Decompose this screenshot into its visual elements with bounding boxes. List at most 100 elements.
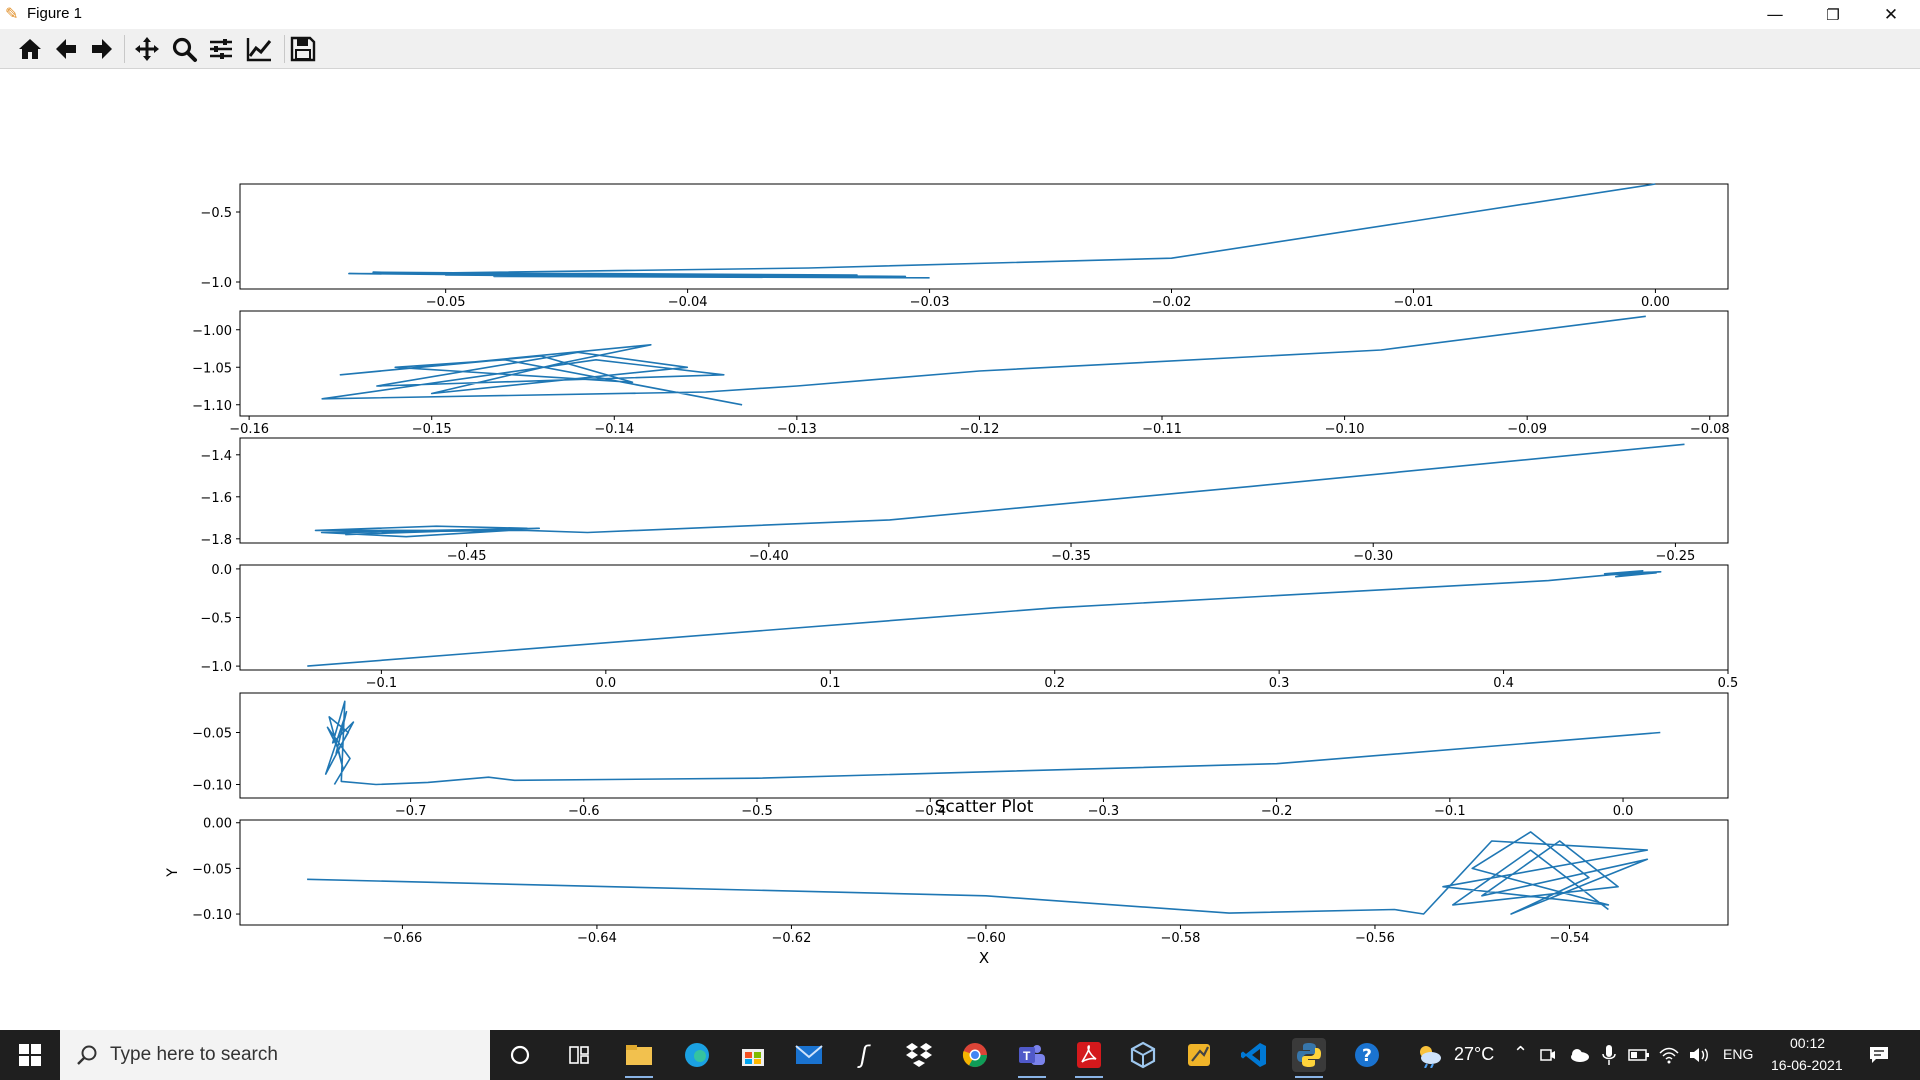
task-view-icon[interactable] <box>562 1038 596 1072</box>
x-tick-label: 0.2 <box>1044 676 1065 691</box>
restore-button[interactable]: ❐ <box>1826 5 1840 24</box>
x-tick-label: −0.2 <box>1261 804 1293 819</box>
weather-temperature[interactable]: 27°C <box>1454 1044 1495 1064</box>
y-tick-label: 0.00 <box>203 817 232 832</box>
axes-1-frame[interactable] <box>239 183 1729 290</box>
x-tick-label: −0.4 <box>914 804 946 819</box>
axes-3-frame[interactable] <box>239 437 1729 544</box>
svg-text:T: T <box>1023 1049 1031 1063</box>
dropbox-icon[interactable] <box>902 1038 936 1072</box>
x-tick-label: −0.10 <box>1325 422 1365 437</box>
x-tick-label: −0.3 <box>1088 804 1120 819</box>
minimize-button[interactable]: — <box>1766 4 1784 25</box>
battery-icon[interactable] <box>1628 1038 1650 1072</box>
x-tick-label: 0.0 <box>1613 804 1634 819</box>
python-icon[interactable] <box>1292 1038 1326 1078</box>
app-tools-icon[interactable] <box>1182 1038 1216 1072</box>
taskbar-search-box[interactable]: Type here to search <box>60 1030 490 1080</box>
vscode-icon[interactable] <box>1237 1038 1271 1072</box>
input-language[interactable]: ENG <box>1723 1046 1754 1062</box>
x-tick-label: −0.54 <box>1550 931 1590 946</box>
mail-icon[interactable] <box>792 1038 826 1072</box>
home-button[interactable] <box>14 33 46 65</box>
clock-time[interactable]: 00:12 <box>1790 1035 1826 1051</box>
wifi-icon[interactable] <box>1658 1038 1680 1072</box>
x-tick-label: −0.08 <box>1690 422 1730 437</box>
chrome-icon[interactable] <box>958 1038 992 1072</box>
y-tick-label: −0.5 <box>200 612 232 627</box>
axes-2-frame[interactable] <box>239 310 1729 417</box>
app-s-icon[interactable]: ʃ <box>859 1041 869 1069</box>
save-button[interactable] <box>287 33 319 65</box>
y-tick-label: −0.05 <box>192 727 232 742</box>
pan-icon <box>135 37 159 61</box>
series-line-6 <box>307 831 1649 915</box>
x-tick-label: −0.05 <box>426 295 466 310</box>
y-tick-label: 0.0 <box>211 563 232 578</box>
edit-axes-button[interactable] <box>243 33 275 65</box>
y-tick-label: −1.05 <box>192 361 232 376</box>
x-axis-label: X <box>979 949 989 967</box>
forward-arrow-icon <box>92 39 112 59</box>
back-button[interactable] <box>50 33 82 65</box>
x-tick-label: −0.35 <box>1051 549 1091 564</box>
back-arrow-icon <box>56 39 76 59</box>
close-button[interactable]: ✕ <box>1883 4 1899 25</box>
home-icon <box>19 39 41 59</box>
y-tick-label: −1.6 <box>200 491 232 506</box>
x-tick-label: 0.0 <box>595 676 616 691</box>
virtualbox-icon[interactable] <box>1126 1038 1160 1072</box>
onedrive-icon[interactable] <box>1568 1038 1590 1072</box>
y-tick-label: −1.10 <box>192 399 232 414</box>
windows-logo-icon <box>19 1044 41 1066</box>
active-app-indicator <box>1075 1076 1103 1078</box>
acrobat-icon[interactable] <box>1072 1038 1106 1078</box>
forward-button[interactable] <box>86 33 118 65</box>
x-tick-label: −0.64 <box>577 931 617 946</box>
x-tick-label: −0.62 <box>772 931 812 946</box>
y-axis-label: Y <box>165 868 181 878</box>
y-tick-label: −0.05 <box>192 862 232 877</box>
weather-icon[interactable] <box>1412 1038 1446 1072</box>
svg-text:?: ? <box>1362 1046 1372 1066</box>
x-tick-label: −0.01 <box>1394 295 1434 310</box>
axes-6-frame[interactable] <box>239 819 1729 926</box>
x-tick-label: −0.09 <box>1507 422 1547 437</box>
x-tick-label: −0.60 <box>966 931 1006 946</box>
zoom-button[interactable] <box>168 33 200 65</box>
x-tick-label: −0.1 <box>366 676 398 691</box>
figure-canvas[interactable]: −0.05 −0.04 −0.03 −0.02 −0.01 0.00 −0.5 −1.0 −0.… <box>0 69 1920 1029</box>
series-line-1 <box>348 183 1656 279</box>
windows-taskbar: Type here to search ʃ T <box>0 1030 1920 1080</box>
subplots-button[interactable] <box>205 33 237 65</box>
cortana-icon[interactable] <box>503 1038 537 1072</box>
edge-icon[interactable] <box>680 1038 714 1072</box>
y-tick-label: −0.10 <box>192 908 232 923</box>
help-icon[interactable]: ? <box>1350 1038 1384 1072</box>
series-line-2 <box>321 315 1646 406</box>
y-tick-label: −1.4 <box>200 449 232 464</box>
search-placeholder: Type here to search <box>110 1044 278 1065</box>
x-tick-label: −0.7 <box>395 804 427 819</box>
x-tick-label: 0.1 <box>820 676 841 691</box>
tray-overflow-chevron-icon[interactable]: ⌃ <box>1513 1043 1529 1063</box>
store-icon[interactable] <box>736 1038 770 1072</box>
microphone-icon[interactable] <box>1598 1038 1620 1072</box>
volume-icon[interactable] <box>1688 1038 1710 1072</box>
axes-5-frame[interactable] <box>239 692 1729 799</box>
notifications-icon[interactable] <box>1862 1038 1896 1072</box>
start-button[interactable] <box>0 1030 60 1080</box>
clock-date[interactable]: 16-06-2021 <box>1771 1057 1843 1073</box>
teams-icon[interactable]: T <box>1015 1038 1049 1078</box>
zoom-icon <box>172 37 197 62</box>
x-tick-label: −0.45 <box>447 549 487 564</box>
x-tick-label: −0.12 <box>960 422 1000 437</box>
meet-now-icon[interactable] <box>1537 1038 1559 1072</box>
toolbar-separator <box>124 35 125 63</box>
x-tick-label: −0.56 <box>1355 931 1395 946</box>
navigation-toolbar <box>0 29 1920 69</box>
x-tick-label: 0.00 <box>1641 295 1670 310</box>
pan-button[interactable] <box>131 33 163 65</box>
x-tick-label: −0.5 <box>741 804 773 819</box>
file-explorer-icon[interactable] <box>622 1038 656 1078</box>
